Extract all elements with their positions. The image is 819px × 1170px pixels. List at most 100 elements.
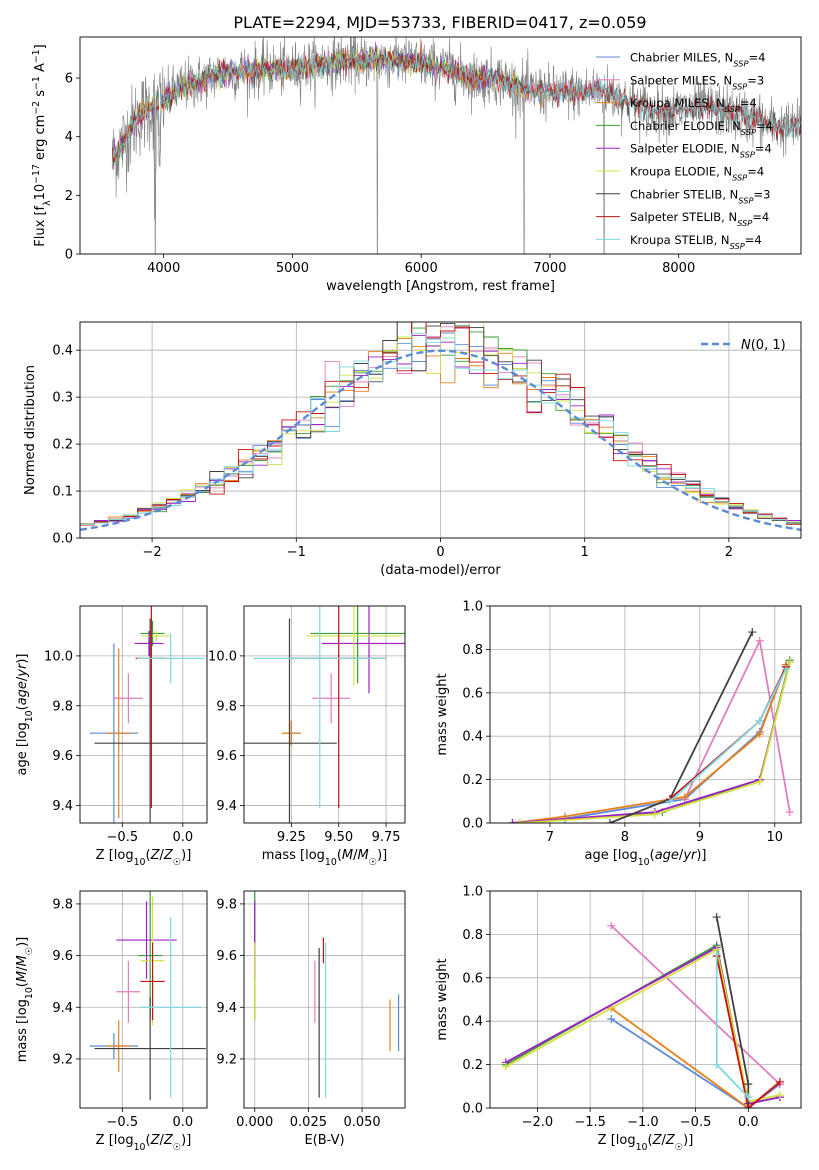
weight-marker bbox=[744, 1104, 753, 1108]
axes-frame bbox=[243, 890, 406, 1109]
panel-spectrum: 4000 5000 6000 7000 8000 0 2 4 6 wavelength [Angs… bbox=[31, 36, 802, 294]
plot-area-age-vs-Z bbox=[89, 606, 206, 823]
legend-label: Chabrier MILES, NSSP=4 bbox=[630, 51, 765, 69]
weight-marker bbox=[650, 810, 659, 819]
legend-label: Chabrier STELIB, NSSP=3 bbox=[630, 187, 770, 205]
y-tick-label: 0.0 bbox=[52, 532, 73, 547]
y-tick-label: 9.4 bbox=[52, 799, 73, 814]
panel-age-vs-mass: 9.25 9.50 9.75 9.4 9.6 9.8 10.0 mass [log10(M/M… bbox=[208, 605, 406, 868]
x-tick-label: −0.5 bbox=[107, 830, 139, 845]
y-tick-label: 0.8 bbox=[462, 643, 483, 658]
x-tick-label: 0.025 bbox=[290, 1115, 327, 1130]
weight-line-chabrier-miles bbox=[610, 1018, 781, 1108]
axes-frame bbox=[489, 890, 802, 1109]
histogram-step-kroupa-stelib bbox=[80, 333, 801, 526]
histogram-step-chabrier-stelib bbox=[80, 322, 801, 526]
x-tick-label: 0.0 bbox=[172, 830, 193, 845]
weight-line-kroupa-miles bbox=[512, 664, 787, 823]
y-tick-label: 1.0 bbox=[462, 600, 483, 615]
y-tick-label: 9.8 bbox=[52, 897, 73, 912]
x-axis-label: mass [log10(M/M☉)] bbox=[262, 848, 388, 868]
x-tick-label: 2 bbox=[725, 545, 733, 560]
figure-title: PLATE=2294, MJD=53733, FIBERID=0417, z=0… bbox=[233, 13, 646, 32]
x-tick-label: −1 bbox=[287, 545, 306, 560]
x-tick-label: 1 bbox=[581, 545, 589, 560]
x-tick-label: 5000 bbox=[276, 261, 309, 276]
weight-marker bbox=[712, 1060, 721, 1069]
weight-marker bbox=[755, 717, 764, 726]
panel-weight-vs-Z: −2.0 −1.5 −1.0 −0.5 0.0 0.0 0.2 0.4 0.6 0.8 1.0 Z [… bbox=[435, 885, 802, 1153]
y-tick-label: 0.4 bbox=[462, 1015, 483, 1030]
legend-label: Kroupa ELODIE, NSSP=4 bbox=[630, 165, 764, 183]
x-axis-label: Z [log10(Z/Z☉)] bbox=[598, 1133, 694, 1153]
y-tick-label: 9.2 bbox=[216, 1052, 237, 1067]
weight-marker bbox=[755, 777, 764, 786]
x-tick-label: 0.050 bbox=[343, 1115, 380, 1130]
y-tick-label: 9.8 bbox=[52, 699, 73, 714]
x-tick-label: 0.000 bbox=[236, 1115, 273, 1130]
x-tick-label: 0.0 bbox=[738, 1115, 759, 1130]
plot-area-mass-vs-Z bbox=[89, 891, 206, 1101]
x-tick-label: 7000 bbox=[533, 261, 566, 276]
y-tick-label: 9.6 bbox=[216, 949, 237, 964]
x-tick-label: 8 bbox=[621, 830, 629, 845]
plot-area-weight-vs-Z bbox=[501, 913, 784, 1108]
gaussian-curve bbox=[80, 349, 801, 531]
axes-frame bbox=[79, 605, 208, 824]
axes-frame bbox=[79, 890, 208, 1109]
axes-frame bbox=[243, 605, 406, 824]
plot-area-age-vs-mass bbox=[244, 606, 405, 823]
weight-marker bbox=[755, 730, 764, 739]
y-axis-label: Flux [fλ10−17 erg cm−2 s−1 A−1] bbox=[31, 44, 53, 246]
x-tick-label: 9.75 bbox=[372, 830, 401, 845]
panel-mass-vs-EBV: 0.000 0.025 0.050 9.2 9.4 9.6 9.8 E(B-V) bbox=[216, 890, 406, 1148]
x-axis-label: (data-model)/error bbox=[380, 563, 501, 578]
y-tick-label: 0.0 bbox=[462, 1102, 483, 1117]
weight-marker bbox=[605, 819, 614, 823]
y-tick-label: 6 bbox=[65, 72, 73, 87]
axes-frame bbox=[79, 36, 802, 255]
panel-residuals: −2 −1 0 1 2 0.0 0.1 0.2 0.3 0.4 (data-model)/error… bbox=[23, 321, 802, 578]
weight-line-salpeter-miles bbox=[610, 925, 781, 1085]
y-axis-label: mass weight bbox=[435, 958, 450, 1040]
x-tick-label: −2.0 bbox=[522, 1115, 554, 1130]
weight-marker bbox=[755, 636, 764, 645]
y-axis-label: mass [log10(M/M☉)] bbox=[15, 937, 35, 1063]
x-axis-label: age [log10(age/yr)] bbox=[584, 848, 706, 868]
legend-label: Salpeter STELIB, NSSP=4 bbox=[630, 210, 769, 228]
x-axis-label: Z [log10(Z/Z☉)] bbox=[96, 1133, 192, 1153]
y-tick-label: 0.4 bbox=[462, 730, 483, 745]
weight-line-kroupa-elodie bbox=[519, 662, 791, 823]
y-tick-label: 10.0 bbox=[208, 649, 237, 664]
y-tick-label: 1.0 bbox=[462, 885, 483, 900]
legend-label: Kroupa MILES, NSSP=4 bbox=[630, 96, 757, 114]
y-tick-label: 0 bbox=[65, 248, 73, 263]
plot-area-spectrum bbox=[111, 37, 801, 254]
y-tick-label: 0.6 bbox=[462, 971, 483, 986]
x-axis-label: E(B-V) bbox=[304, 1133, 344, 1148]
legend-label: Salpeter ELODIE, NSSP=4 bbox=[630, 142, 772, 160]
y-tick-label: 9.8 bbox=[216, 897, 237, 912]
x-axis-label: wavelength [Angstrom, rest frame] bbox=[326, 279, 555, 294]
y-axis-label: mass weight bbox=[435, 673, 450, 755]
weight-line-kroupa-elodie bbox=[505, 948, 781, 1103]
panel-weight-vs-age: 7 8 9 10 0.0 0.2 0.4 0.6 0.8 1.0 age [log10(age/yr… bbox=[435, 600, 802, 868]
y-tick-label: 0.2 bbox=[462, 1058, 483, 1073]
y-tick-label: 9.2 bbox=[52, 1052, 73, 1067]
legend-label: Salpeter MILES, NSSP=3 bbox=[630, 73, 764, 91]
y-tick-label: 0.4 bbox=[52, 344, 73, 359]
axes-frame bbox=[489, 605, 802, 824]
x-tick-label: −1.0 bbox=[627, 1115, 659, 1130]
axes-frame bbox=[79, 321, 802, 539]
y-tick-label: 9.4 bbox=[52, 1001, 73, 1016]
x-tick-label: 6000 bbox=[405, 261, 438, 276]
y-tick-label: 9.6 bbox=[216, 749, 237, 764]
legend-label: N(0, 1) bbox=[741, 338, 786, 353]
x-tick-label: −2 bbox=[143, 545, 162, 560]
y-tick-label: 4 bbox=[65, 130, 73, 145]
weight-line-chabrier-miles bbox=[512, 666, 787, 823]
weight-marker bbox=[782, 664, 791, 673]
weight-marker bbox=[501, 1062, 510, 1071]
y-tick-label: 0.1 bbox=[52, 485, 73, 500]
y-tick-label: 0.2 bbox=[52, 438, 73, 453]
